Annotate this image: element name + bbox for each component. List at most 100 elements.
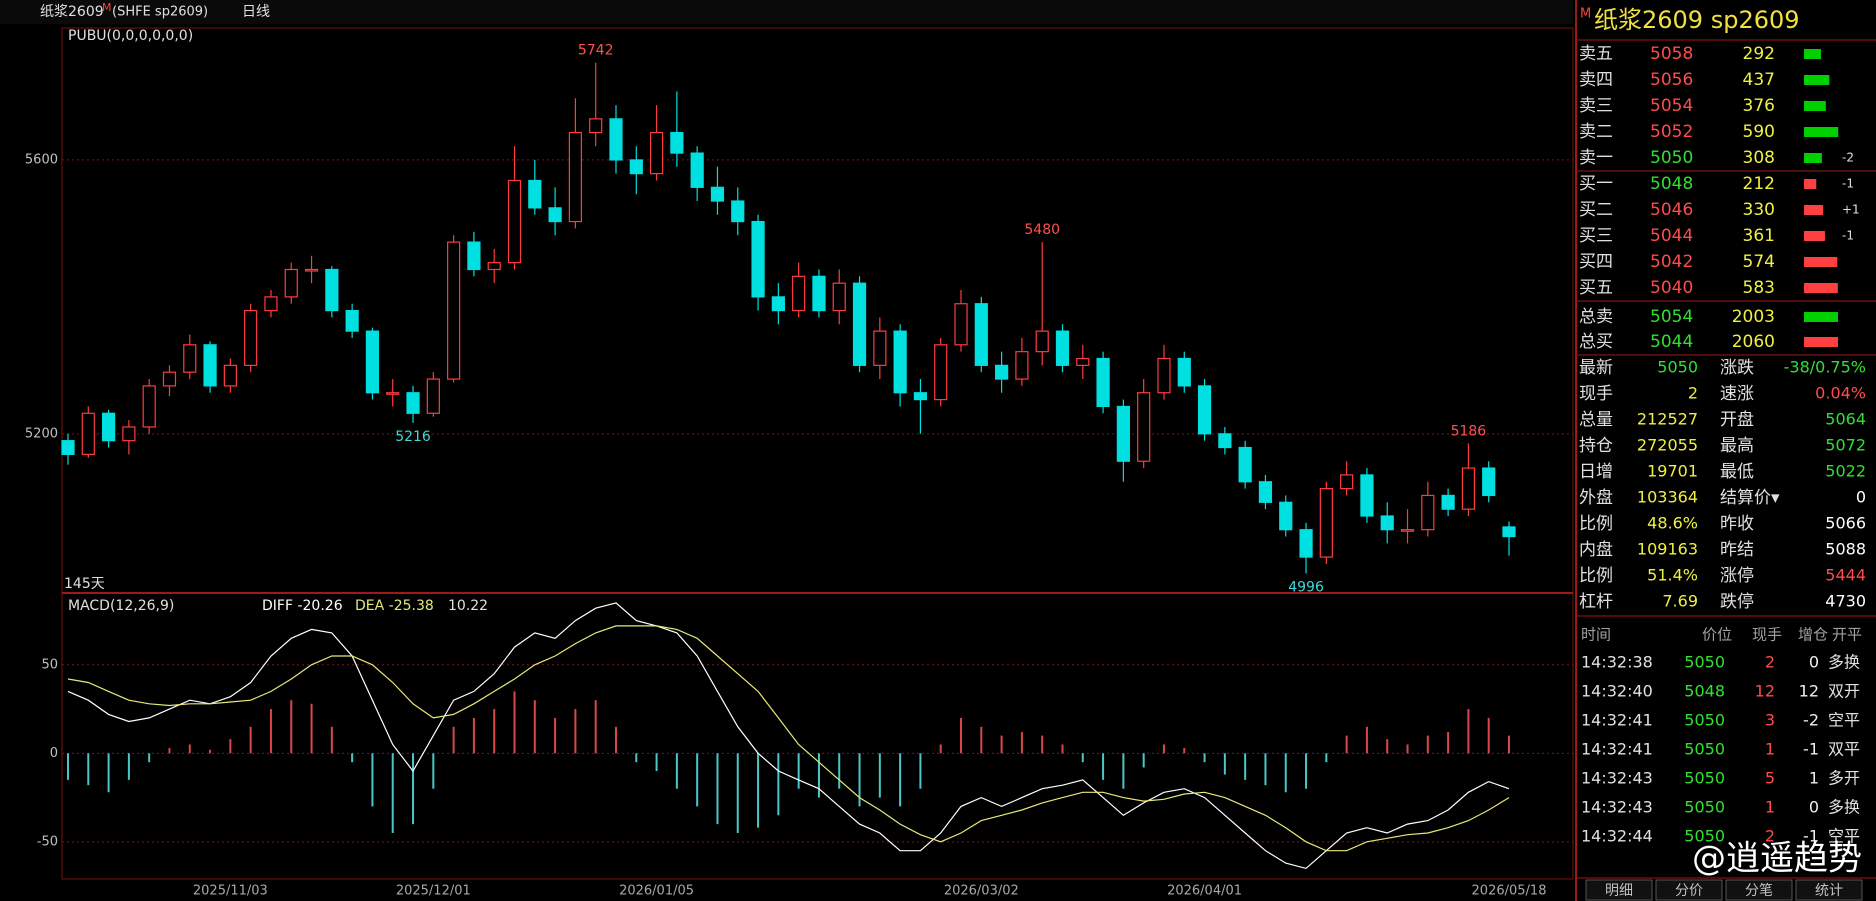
candle-body (1177, 357, 1191, 387)
macd-bar (1487, 717, 1490, 754)
stat-value: 5066 (1825, 514, 1866, 533)
candle-body (1258, 481, 1273, 503)
candle-body (893, 330, 907, 394)
book-volume: 361 (1743, 226, 1775, 246)
macd-bar (1345, 735, 1348, 754)
trades-header: 时间 (1581, 626, 1611, 644)
trade-cell: 5050 (1684, 827, 1725, 846)
macd-bar (432, 753, 435, 789)
candle-body (1380, 515, 1394, 531)
trade-cell: 0 (1809, 653, 1819, 672)
candle-body (386, 392, 400, 395)
book-change: -1 (1842, 177, 1854, 191)
candle-body (1319, 488, 1333, 558)
y-tick-label: 5600 (25, 152, 58, 167)
candle-body (61, 440, 75, 455)
trade-cell: 多换 (1828, 798, 1860, 817)
tab-label[interactable]: 统计 (1815, 883, 1843, 899)
book-price: 5054 (1650, 96, 1693, 116)
macd-bar (371, 753, 374, 807)
book-label: 卖三 (1579, 96, 1613, 116)
tab-label[interactable]: 分价 (1675, 883, 1703, 899)
badge: M (1580, 7, 1591, 22)
macd-bar (67, 753, 69, 780)
tab[interactable] (1655, 879, 1723, 901)
book-volume: 292 (1743, 44, 1775, 64)
macd-bar (696, 753, 699, 807)
candle-body (1421, 494, 1435, 531)
indicator-legend: 10.22 (448, 598, 488, 614)
candle-body (1502, 526, 1516, 538)
stat-label: 总量 (1579, 410, 1613, 430)
volume-bar (1804, 231, 1825, 241)
macd-bar (939, 744, 942, 754)
tab[interactable] (1795, 879, 1863, 901)
candle-body (244, 309, 258, 366)
trade-cell: 0 (1809, 798, 1819, 817)
stat-label: 涨停 (1720, 566, 1754, 586)
book-volume: 590 (1743, 122, 1775, 142)
candle-body (1299, 529, 1313, 558)
x-tick-label: 2026/05/18 (1472, 884, 1547, 899)
macd-bar (1325, 753, 1328, 763)
candle-body (1461, 467, 1476, 510)
contract-code: (SHFE sp2609) (112, 5, 208, 20)
stat-value: 0.04% (1815, 384, 1866, 403)
book-volume: 574 (1743, 252, 1775, 272)
candle-body (751, 220, 765, 298)
macd-bar (533, 700, 536, 754)
macd-bar (148, 753, 151, 763)
period[interactable]: 日线 (242, 4, 270, 20)
candle-body (710, 186, 725, 202)
macd-line (67, 602, 1510, 870)
stat-value: 0 (1856, 488, 1866, 507)
x-tick-label: 2026/03/02 (944, 884, 1019, 899)
symbol: 纸浆2609 (40, 4, 104, 20)
macd-bar (1000, 735, 1003, 754)
stat-label: 涨跌 (1720, 358, 1754, 378)
high-annotation: 5742 (578, 43, 614, 59)
candle-body (690, 152, 704, 188)
macd-bar (878, 753, 881, 798)
candle-body (1137, 392, 1151, 462)
macd-bar (513, 691, 516, 754)
book-volume: 2060 (1732, 332, 1775, 352)
book-label: 买三 (1579, 226, 1613, 246)
macd-bar (1020, 732, 1023, 754)
book-label: 卖一 (1579, 148, 1613, 168)
candle-body (954, 303, 968, 346)
candle-body (913, 392, 928, 401)
trade-cell: 14:32:40 (1581, 682, 1653, 701)
candle-body (487, 262, 501, 271)
macd-bar (757, 753, 760, 828)
macd-bar (1365, 726, 1368, 754)
trade-cell: -1 (1803, 827, 1819, 846)
macd-bar (1223, 753, 1226, 775)
tab-label[interactable]: 分笔 (1745, 883, 1773, 899)
macd-bar (635, 753, 638, 763)
stat-label: 杠杆 (1579, 592, 1613, 612)
tab[interactable] (1725, 879, 1793, 901)
candle-body (832, 282, 846, 312)
macd-bar (574, 709, 577, 754)
macd-bar (1467, 709, 1470, 754)
stat-value: 5088 (1825, 540, 1866, 559)
candle-body (365, 330, 380, 394)
candle-body (812, 275, 826, 312)
volume-bar (1804, 312, 1838, 322)
tab-label[interactable]: 明细 (1605, 883, 1633, 899)
candle-body (1360, 474, 1374, 517)
macd-bar (1305, 753, 1308, 789)
book-price: 5040 (1650, 278, 1693, 298)
tab[interactable] (1585, 879, 1653, 901)
y-tick-label: -50 (37, 834, 58, 849)
trade-cell: 5050 (1684, 740, 1725, 759)
header-bar (0, 0, 1573, 24)
macd-bar (391, 753, 394, 833)
candle-body (670, 131, 684, 154)
high-annotation: 5186 (1451, 423, 1487, 439)
stat-value: 5050 (1657, 358, 1698, 377)
trades-header: 增仓 (1798, 626, 1828, 644)
trade-cell: 14:32:44 (1581, 827, 1653, 846)
